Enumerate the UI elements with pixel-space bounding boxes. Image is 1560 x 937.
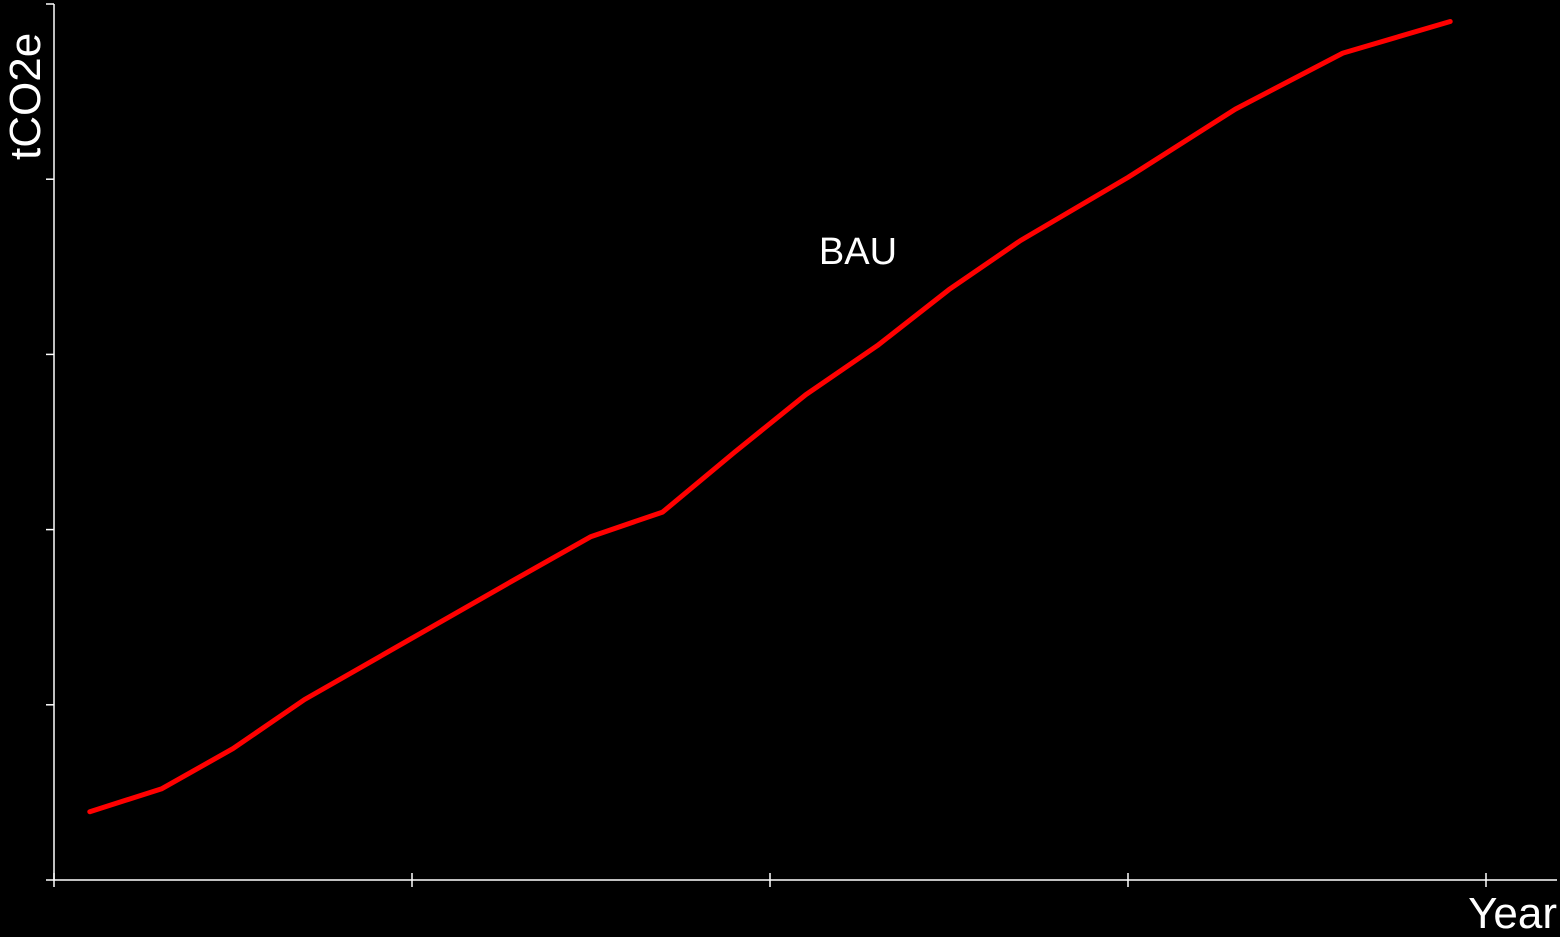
series-line-bau (87, 19, 1453, 815)
x-axis-ticks (53, 873, 1487, 887)
series-label-bau: BAU (819, 231, 897, 273)
x-axis-label: Year (1468, 889, 1557, 937)
y-axis-label: tCO2e (1, 33, 50, 160)
y-axis-ticks (46, 3, 54, 881)
series-group (87, 19, 1453, 815)
